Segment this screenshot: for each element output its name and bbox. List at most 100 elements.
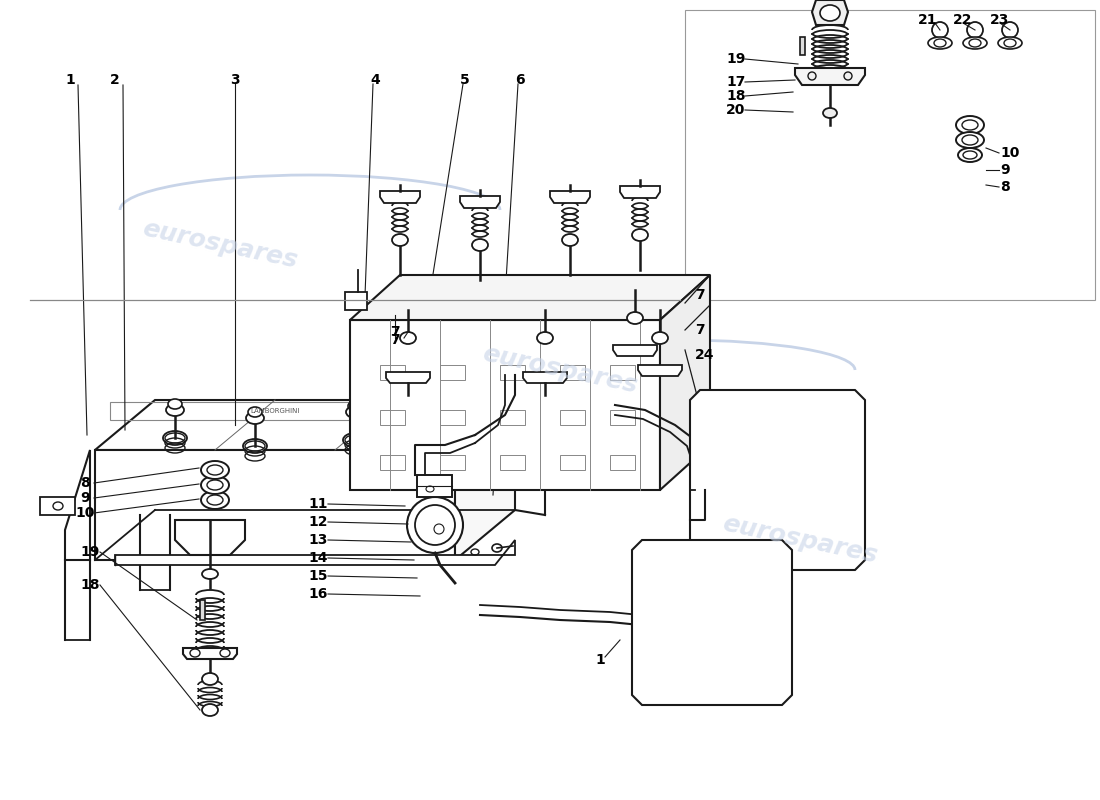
FancyBboxPatch shape bbox=[644, 554, 785, 625]
Ellipse shape bbox=[962, 120, 978, 130]
Bar bbox=[500, 365, 525, 380]
Ellipse shape bbox=[962, 135, 978, 145]
Ellipse shape bbox=[956, 132, 984, 148]
Bar bbox=[417, 475, 452, 497]
Polygon shape bbox=[183, 648, 236, 659]
Text: 2: 2 bbox=[110, 73, 120, 87]
Text: 9: 9 bbox=[80, 491, 90, 505]
Polygon shape bbox=[613, 345, 657, 356]
Ellipse shape bbox=[202, 569, 218, 579]
Bar bbox=[685, 10, 1094, 300]
Bar bbox=[110, 402, 440, 420]
Text: 19: 19 bbox=[80, 545, 100, 559]
Text: 18: 18 bbox=[726, 89, 746, 103]
Text: 22: 22 bbox=[954, 13, 972, 27]
Ellipse shape bbox=[415, 505, 455, 545]
Ellipse shape bbox=[400, 332, 416, 344]
Bar bbox=[610, 455, 635, 470]
Text: 10: 10 bbox=[75, 506, 95, 520]
Ellipse shape bbox=[1004, 39, 1016, 47]
Text: 12: 12 bbox=[308, 515, 328, 529]
Bar bbox=[500, 410, 525, 425]
Text: eurospares: eurospares bbox=[481, 342, 640, 398]
Text: 16: 16 bbox=[308, 587, 328, 601]
FancyBboxPatch shape bbox=[702, 487, 858, 563]
Ellipse shape bbox=[168, 399, 182, 409]
Text: 13: 13 bbox=[308, 533, 328, 547]
Text: 17: 17 bbox=[726, 75, 746, 89]
Polygon shape bbox=[795, 68, 865, 85]
Polygon shape bbox=[175, 520, 245, 555]
Text: 10: 10 bbox=[1000, 146, 1020, 160]
Ellipse shape bbox=[820, 5, 840, 21]
Text: 15: 15 bbox=[308, 569, 328, 583]
Text: 19: 19 bbox=[726, 52, 746, 66]
Bar bbox=[610, 365, 635, 380]
Ellipse shape bbox=[962, 37, 987, 49]
Polygon shape bbox=[550, 191, 590, 203]
Ellipse shape bbox=[956, 116, 984, 134]
Ellipse shape bbox=[492, 544, 502, 552]
FancyBboxPatch shape bbox=[702, 407, 858, 483]
Ellipse shape bbox=[962, 151, 977, 159]
Ellipse shape bbox=[243, 439, 267, 453]
Ellipse shape bbox=[928, 37, 952, 49]
Polygon shape bbox=[95, 450, 455, 560]
Polygon shape bbox=[65, 450, 90, 560]
Ellipse shape bbox=[392, 234, 408, 246]
Ellipse shape bbox=[823, 108, 837, 118]
Bar bbox=[379, 455, 405, 470]
Text: 5: 5 bbox=[460, 73, 470, 87]
Text: 6: 6 bbox=[515, 73, 525, 87]
Polygon shape bbox=[95, 400, 515, 450]
Ellipse shape bbox=[201, 491, 229, 509]
Polygon shape bbox=[350, 320, 660, 490]
Ellipse shape bbox=[201, 461, 229, 479]
Ellipse shape bbox=[207, 480, 223, 490]
Text: 8: 8 bbox=[1000, 180, 1010, 194]
FancyBboxPatch shape bbox=[657, 569, 768, 612]
Polygon shape bbox=[350, 275, 710, 320]
Ellipse shape bbox=[393, 429, 417, 443]
Polygon shape bbox=[632, 540, 792, 705]
Text: 20: 20 bbox=[726, 103, 746, 117]
Text: LAMBORGHINI: LAMBORGHINI bbox=[251, 408, 299, 414]
Ellipse shape bbox=[166, 404, 184, 416]
Ellipse shape bbox=[348, 401, 362, 411]
Polygon shape bbox=[660, 275, 710, 490]
Ellipse shape bbox=[202, 704, 218, 716]
Polygon shape bbox=[460, 196, 500, 208]
Ellipse shape bbox=[207, 495, 223, 505]
Text: 8: 8 bbox=[80, 476, 90, 490]
Ellipse shape bbox=[163, 431, 187, 445]
Text: eurospares: eurospares bbox=[720, 512, 880, 568]
Text: 14: 14 bbox=[308, 551, 328, 565]
Ellipse shape bbox=[343, 433, 367, 447]
Polygon shape bbox=[455, 400, 515, 560]
FancyBboxPatch shape bbox=[644, 630, 785, 701]
Text: 1: 1 bbox=[65, 73, 75, 87]
Bar bbox=[560, 410, 585, 425]
Ellipse shape bbox=[969, 39, 981, 47]
Polygon shape bbox=[620, 186, 660, 198]
Bar bbox=[345, 292, 367, 310]
Text: 7: 7 bbox=[695, 323, 705, 337]
Bar bbox=[500, 455, 525, 470]
Polygon shape bbox=[690, 390, 865, 570]
Bar bbox=[800, 37, 805, 55]
Bar bbox=[610, 410, 635, 425]
Ellipse shape bbox=[207, 465, 223, 475]
Ellipse shape bbox=[202, 673, 218, 685]
Ellipse shape bbox=[627, 312, 644, 324]
Text: 7: 7 bbox=[390, 333, 399, 347]
Ellipse shape bbox=[967, 22, 983, 38]
FancyBboxPatch shape bbox=[716, 420, 844, 470]
Ellipse shape bbox=[632, 229, 648, 241]
Ellipse shape bbox=[562, 234, 578, 246]
Bar bbox=[379, 365, 405, 380]
Ellipse shape bbox=[652, 332, 668, 344]
FancyBboxPatch shape bbox=[657, 645, 768, 688]
Text: 18: 18 bbox=[80, 578, 100, 592]
Ellipse shape bbox=[398, 397, 412, 407]
Ellipse shape bbox=[246, 412, 264, 424]
